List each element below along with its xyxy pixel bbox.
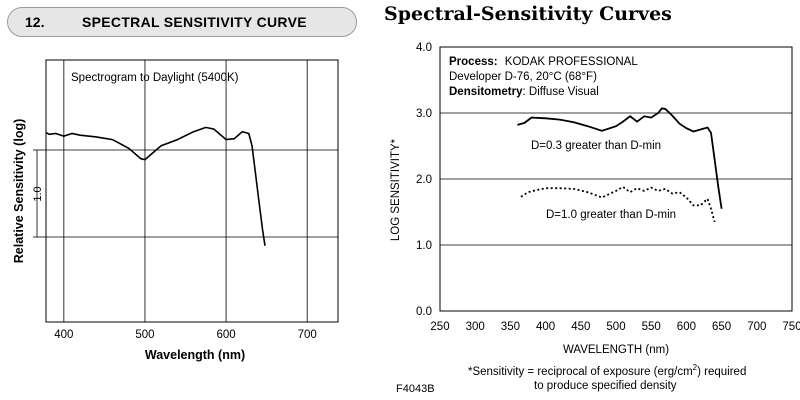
footnote-line1-end: ) required bbox=[697, 365, 747, 378]
scale-bar-label: 1.0 bbox=[32, 186, 44, 201]
left-xlabel: Wavelength (nm) bbox=[145, 348, 245, 362]
section-title: SPECTRAL SENSITIVITY CURVE bbox=[82, 14, 307, 30]
section-number: 12. bbox=[25, 14, 45, 30]
left-x-tick-500: 500 bbox=[135, 329, 154, 341]
footnote-line2: to produce specified density bbox=[534, 379, 677, 392]
left-series-daylight bbox=[45, 126, 266, 246]
left-x-gridlines bbox=[63, 60, 308, 322]
chart-title: Spectral-Sensitivity Curves bbox=[384, 3, 672, 25]
left-x-tick-600: 600 bbox=[216, 329, 235, 341]
left-x-tick-labels: 400 500 600 700 bbox=[54, 329, 317, 341]
footnote-sup: 2 bbox=[692, 363, 698, 372]
left-x-tick-400: 400 bbox=[54, 329, 73, 341]
figure-id: F4043B bbox=[396, 383, 435, 395]
left-ylabel: Relative Sensitivity (log) bbox=[12, 119, 26, 263]
footnote: *Sensitivity = reciprocal of exposure (e… bbox=[468, 361, 746, 393]
left-plot-frame bbox=[45, 59, 339, 323]
left-annotation: Spectrogram to Daylight (5400K) bbox=[71, 72, 239, 84]
footnote-line1-start: *Sensitivity = reciprocal of exposure (e… bbox=[468, 365, 693, 378]
left-x-tick-700: 700 bbox=[298, 329, 317, 341]
section-header: 12. SPECTRAL SENSITIVITY CURVE bbox=[7, 7, 357, 37]
